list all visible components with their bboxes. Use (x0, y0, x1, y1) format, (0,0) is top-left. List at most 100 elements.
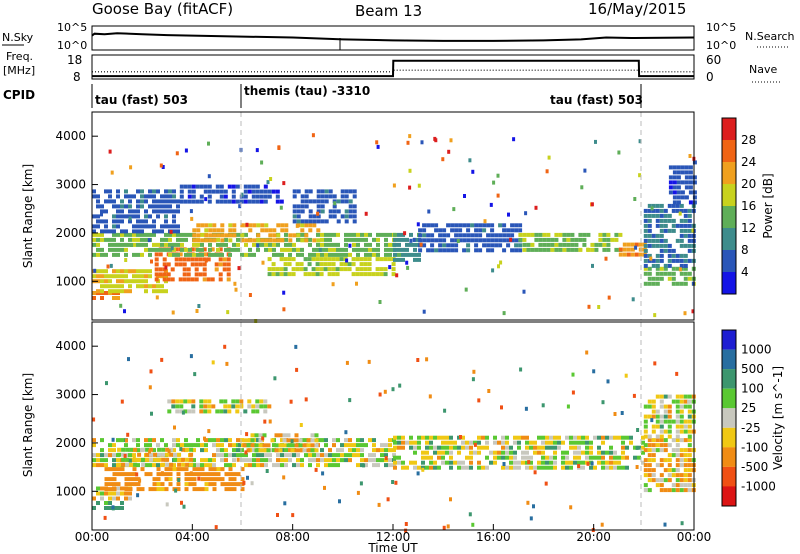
heatmap-cell (112, 453, 116, 458)
heatmap-cell (668, 185, 673, 190)
heatmap-cell (659, 443, 664, 448)
heatmap-cell (613, 450, 617, 455)
heatmap-cell (191, 409, 196, 414)
heatmap-cell (683, 243, 688, 248)
heatmap-cell (641, 440, 645, 445)
heatmap-cell (340, 199, 345, 204)
heatmap-cell (466, 243, 471, 248)
heatmap-cell (198, 257, 203, 262)
heatmap-cell (446, 524, 450, 529)
heatmap-cell (220, 242, 224, 247)
heatmap-cell (92, 214, 96, 219)
heatmap-cell (108, 289, 112, 294)
heatmap-cell (418, 248, 423, 253)
heatmap-cell (505, 435, 509, 440)
heatmap-cell (643, 253, 648, 258)
heatmap-cell (219, 199, 224, 204)
heatmap-cell (372, 443, 376, 448)
heatmap-cell (148, 194, 152, 199)
heatmap-cell (586, 232, 591, 237)
heatmap-cell (140, 279, 144, 284)
heatmap-cell (553, 460, 557, 465)
heatmap-cell (208, 223, 213, 228)
heatmap-cell (386, 497, 390, 502)
heatmap-cell (344, 453, 348, 458)
heatmap-cell (100, 279, 104, 284)
heatmap-cell (116, 296, 120, 300)
heatmap-cell (308, 453, 312, 458)
heatmap-cell (267, 189, 272, 194)
heatmap-cell (216, 438, 220, 443)
heatmap-cell (160, 247, 164, 252)
heatmap-cell (671, 223, 676, 228)
heatmap-cell (367, 257, 372, 262)
heatmap-cell (659, 228, 664, 233)
heatmap-cell (331, 262, 336, 267)
heatmap-cell (231, 404, 236, 409)
heatmap-cell (296, 247, 300, 252)
heatmap-cell (179, 199, 184, 204)
heatmap-cell (252, 463, 256, 468)
heatmap-cell (204, 487, 209, 492)
heatmap-cell (152, 232, 156, 237)
heatmap-cell (194, 262, 199, 267)
heatmap-cell (589, 455, 593, 460)
heatmap-cell (219, 399, 224, 404)
heatmap-cell (192, 472, 197, 477)
heatmap-cell (256, 223, 261, 228)
heatmap-cell (335, 272, 340, 277)
heatmap-cell (279, 205, 283, 210)
heatmap-cell (332, 443, 336, 448)
heatmap-cell (144, 209, 148, 214)
heatmap-cell (226, 272, 231, 277)
heatmap-cell (116, 472, 121, 477)
heatmap-cell (667, 394, 672, 399)
heatmap-cell (518, 237, 523, 242)
heatmap-cell (96, 242, 100, 247)
heatmap-cell (275, 272, 280, 277)
heatmap-cell (514, 243, 519, 248)
heatmap-cell (359, 262, 364, 267)
heatmap-cell (92, 506, 96, 510)
heatmap-cell (569, 445, 573, 450)
heatmap-cell (364, 247, 368, 252)
heatmap-cell (315, 262, 320, 267)
heatmap-cell (376, 448, 380, 453)
heatmap-cell (148, 385, 152, 390)
heatmap-cell (647, 399, 652, 404)
heatmap-cell (140, 467, 145, 472)
heatmap-cell (344, 252, 348, 257)
cpid-panel: CPID tau (fast) 503 themis (tau) -3310 t… (3, 84, 643, 108)
heatmap-cell (147, 238, 151, 243)
heatmap-cell (509, 237, 513, 242)
heatmap-cell (429, 460, 433, 465)
heatmap-cell (108, 149, 112, 154)
heatmap-cell (449, 497, 452, 502)
heatmap-cell (514, 238, 519, 243)
heatmap-cell (409, 440, 413, 445)
heatmap-cell (96, 204, 100, 209)
heatmap-cell (376, 252, 380, 257)
heatmap-cell (256, 458, 260, 463)
heatmap-cell (223, 409, 228, 414)
heatmap-cell (136, 443, 140, 448)
heatmap-cell (561, 455, 565, 460)
heatmap-cell (243, 184, 248, 189)
heatmap-cell (173, 425, 176, 430)
heatmap-cell (195, 184, 200, 189)
velocity-colorbar-label-text: Velocity [m s^-1] (771, 366, 785, 470)
heatmap-cell (198, 262, 203, 267)
heatmap-cell (207, 141, 210, 146)
heatmap-cell (692, 195, 697, 200)
heatmap-cell (351, 262, 356, 267)
heatmap-cell (92, 458, 96, 463)
heatmap-cell (647, 218, 652, 223)
heatmap-cell (461, 440, 465, 445)
heatmap-cell (288, 448, 292, 453)
heatmap-cell (316, 228, 321, 233)
heatmap-cell (352, 242, 356, 247)
heatmap-cell (525, 455, 529, 460)
heatmap-cell (256, 233, 261, 238)
power-colorbar-tick: 12 (741, 221, 756, 235)
